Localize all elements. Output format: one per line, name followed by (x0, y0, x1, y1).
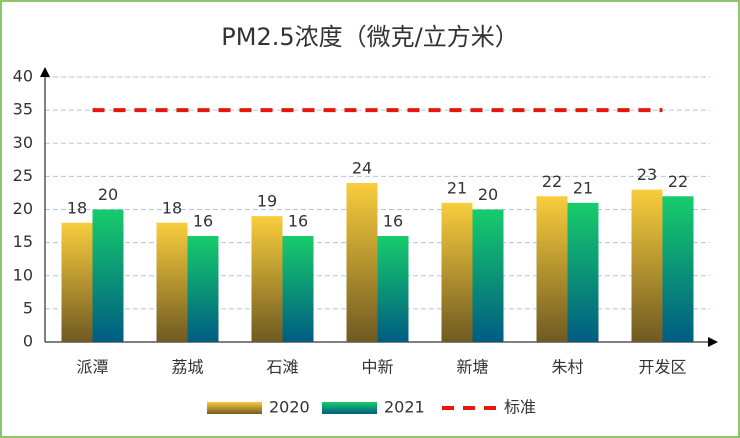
x-tick-label: 石滩 (266, 358, 298, 377)
x-tick-label: 中新 (361, 358, 393, 377)
value-label: 21 (447, 178, 467, 197)
y-tick-label: 10 (13, 265, 33, 284)
value-label: 16 (193, 212, 213, 231)
value-label: 22 (542, 172, 562, 191)
value-label: 16 (288, 212, 308, 231)
y-tick-label: 0 (23, 332, 33, 351)
x-tick-label: 荔城 (171, 358, 203, 377)
bar (441, 202, 473, 342)
bar (377, 236, 409, 342)
value-label: 23 (637, 165, 657, 184)
bar (631, 189, 663, 342)
bar (187, 236, 219, 342)
bar (662, 196, 694, 342)
bar (61, 222, 93, 342)
bar (156, 222, 188, 342)
y-tick-label: 25 (13, 166, 33, 185)
legend-swatch (207, 402, 262, 414)
value-label: 21 (573, 178, 593, 197)
bar (282, 236, 314, 342)
value-label: 18 (67, 198, 87, 217)
value-label: 19 (257, 192, 277, 211)
value-label: 20 (98, 185, 118, 204)
y-tick-label: 40 (13, 67, 33, 86)
value-label: 24 (352, 159, 372, 178)
legend-label: 标准 (504, 398, 536, 417)
bar (251, 216, 283, 342)
y-tick-label: 35 (13, 100, 33, 119)
legend-label: 2020 (269, 398, 310, 417)
bar (92, 209, 124, 342)
value-label: 22 (668, 172, 688, 191)
bar (536, 196, 568, 342)
y-tick-label: 5 (23, 298, 33, 317)
y-tick-label: 15 (13, 232, 33, 251)
y-tick-label: 20 (13, 199, 33, 218)
value-label: 18 (162, 198, 182, 217)
x-tick-label: 开发区 (638, 358, 686, 377)
bar (346, 183, 378, 342)
chart-title: PM2.5浓度（微克/立方米） (221, 23, 518, 51)
y-tick-label: 30 (13, 133, 33, 152)
x-tick-label: 新塘 (456, 358, 488, 377)
bar (472, 209, 504, 342)
value-label: 20 (478, 185, 498, 204)
x-tick-label: 朱村 (551, 358, 583, 377)
x-tick-label: 派潭 (76, 358, 108, 377)
legend-label: 2021 (384, 398, 425, 417)
value-label: 16 (383, 212, 403, 231)
bar (567, 202, 599, 342)
legend-swatch (322, 402, 377, 414)
